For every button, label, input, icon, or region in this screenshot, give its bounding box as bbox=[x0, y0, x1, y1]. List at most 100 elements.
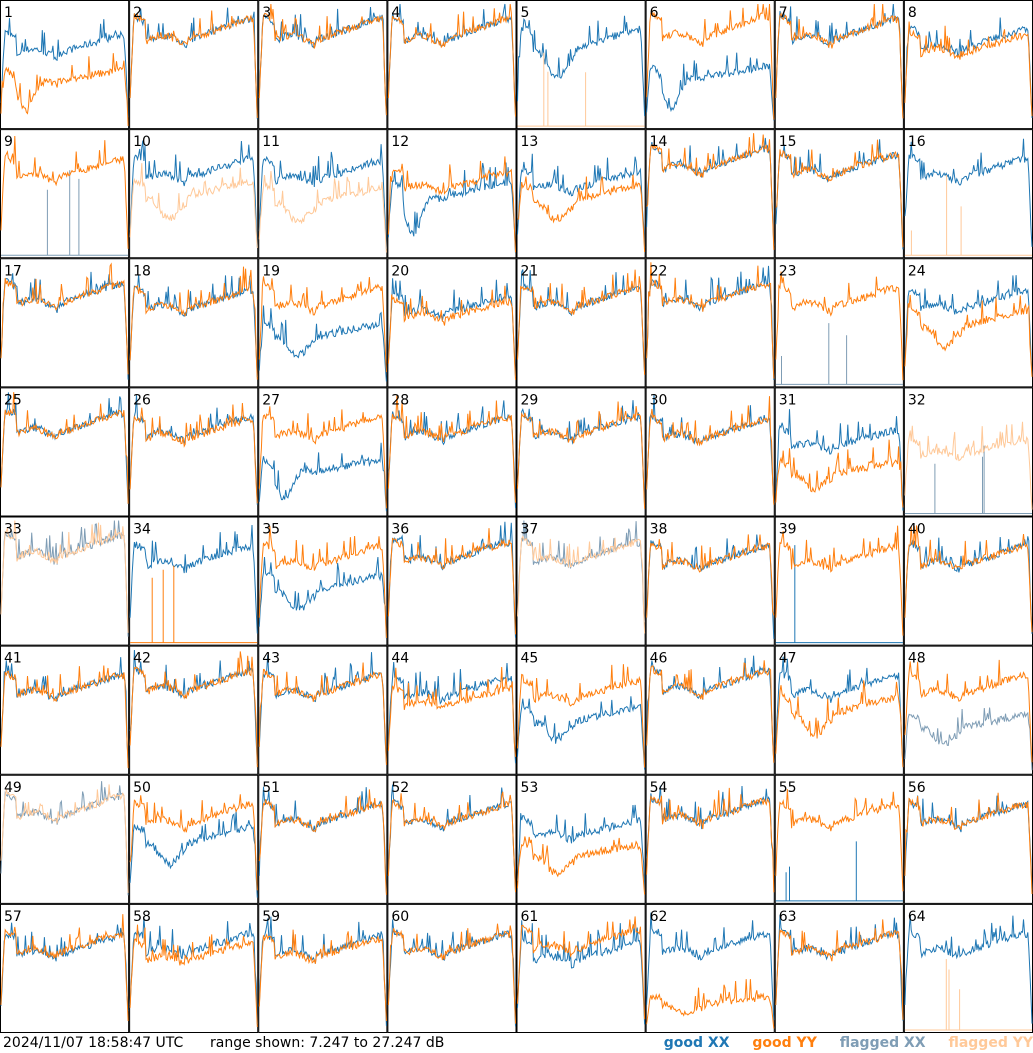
panel-40: 40 bbox=[903, 516, 1033, 646]
series-xx bbox=[646, 394, 775, 504]
series-yy bbox=[517, 269, 646, 375]
series-xx bbox=[0, 922, 129, 1012]
series-yy bbox=[775, 919, 904, 1020]
panel-frame bbox=[903, 258, 1033, 388]
series-xx bbox=[387, 784, 516, 892]
panel-43: 43 bbox=[258, 645, 388, 775]
panel-label: 27 bbox=[262, 392, 280, 408]
series-xx bbox=[904, 17, 1033, 118]
series-yy bbox=[129, 794, 258, 891]
panel-59: 59 bbox=[258, 903, 388, 1033]
panel-17: 17 bbox=[0, 258, 130, 388]
panel-label: 48 bbox=[908, 651, 926, 667]
panel-frame bbox=[0, 645, 130, 775]
panel-frame bbox=[387, 774, 517, 904]
panel-label: 28 bbox=[391, 392, 409, 408]
panel-label: 22 bbox=[650, 263, 668, 279]
panel-frame bbox=[129, 387, 259, 517]
panel-label: 18 bbox=[133, 263, 151, 279]
panel-frame bbox=[903, 129, 1033, 259]
panel-27: 27 bbox=[258, 387, 388, 517]
panel-29: 29 bbox=[516, 387, 646, 517]
series-yy bbox=[904, 959, 1032, 1031]
series-yy bbox=[258, 276, 387, 373]
panel-label: 6 bbox=[650, 5, 659, 21]
panel-62: 62 bbox=[645, 903, 775, 1033]
panel-63: 63 bbox=[774, 903, 904, 1033]
panel-label: 11 bbox=[262, 134, 280, 150]
panel-13: 13 bbox=[516, 129, 646, 259]
legend-good-yy: good YY bbox=[752, 1035, 817, 1051]
panel-frame bbox=[645, 774, 775, 904]
panel-11: 11 bbox=[258, 129, 388, 259]
series-yy bbox=[0, 392, 129, 504]
panel-23: 23 bbox=[774, 258, 904, 388]
panel-frame bbox=[774, 387, 904, 517]
series-yy bbox=[646, 660, 775, 763]
series-yy bbox=[129, 266, 258, 380]
series-yy bbox=[387, 666, 516, 757]
panel-label: 13 bbox=[521, 134, 539, 150]
panel-10: 10 bbox=[129, 129, 259, 259]
panel-label: 43 bbox=[262, 651, 280, 667]
panel-label: 14 bbox=[650, 134, 668, 150]
panel-label: 33 bbox=[4, 522, 22, 538]
series-yy bbox=[387, 528, 516, 635]
panel-label: 62 bbox=[650, 909, 668, 925]
panel-frame bbox=[645, 387, 775, 517]
panel-7: 7 bbox=[774, 0, 904, 130]
panel-frame bbox=[903, 0, 1033, 130]
series-yy bbox=[0, 262, 129, 375]
series-yy bbox=[0, 53, 129, 127]
panel-frame bbox=[0, 129, 130, 259]
panel-1: 1 bbox=[0, 0, 130, 130]
series-yy bbox=[258, 171, 387, 253]
legend-flagged-yy: flagged YY bbox=[948, 1035, 1033, 1051]
panel-label: 20 bbox=[391, 263, 409, 279]
panel-46: 46 bbox=[645, 645, 775, 775]
series-xx bbox=[646, 52, 775, 121]
series-yy bbox=[387, 791, 516, 893]
panel-frame bbox=[774, 516, 904, 646]
panel-45: 45 bbox=[516, 645, 646, 775]
footer: 2024/11/07 18:58:47 UTC range shown: 7.2… bbox=[0, 1033, 1033, 1053]
series-xx bbox=[1, 170, 129, 256]
panel-frame bbox=[903, 387, 1033, 517]
series-xx bbox=[646, 785, 775, 876]
legend: good XX good YY flagged XX flagged YY bbox=[646, 1033, 1033, 1053]
panel-53: 53 bbox=[516, 774, 646, 904]
panel-38: 38 bbox=[645, 516, 775, 646]
panel-frame bbox=[645, 258, 775, 388]
series-yy bbox=[775, 271, 904, 381]
panel-label: 45 bbox=[521, 651, 539, 667]
panel-label: 25 bbox=[4, 392, 22, 408]
series-xx bbox=[775, 409, 904, 511]
panel-label: 4 bbox=[391, 5, 400, 21]
series-xx bbox=[904, 138, 1033, 247]
series-xx bbox=[904, 707, 1033, 771]
panel-frame bbox=[516, 0, 646, 130]
panel-49: 49 bbox=[0, 774, 130, 904]
series-yy bbox=[517, 916, 646, 1020]
series-yy bbox=[258, 662, 387, 765]
panel-frame bbox=[0, 774, 130, 904]
panel-label: 37 bbox=[521, 522, 539, 538]
panel-label: 47 bbox=[779, 651, 797, 667]
panel-frame bbox=[387, 903, 517, 1033]
panel-42: 42 bbox=[129, 645, 259, 775]
panel-label: 21 bbox=[521, 263, 539, 279]
series-yy bbox=[258, 789, 387, 895]
series-yy bbox=[646, 979, 775, 1029]
series-xx bbox=[387, 521, 516, 638]
series-yy bbox=[904, 792, 1033, 895]
panel-label: 63 bbox=[779, 909, 797, 925]
panel-frame bbox=[903, 645, 1033, 775]
series-yy bbox=[517, 401, 646, 509]
series-yy bbox=[904, 525, 1033, 633]
series-yy bbox=[517, 174, 646, 253]
panel-33: 33 bbox=[0, 516, 130, 646]
panel-51: 51 bbox=[258, 774, 388, 904]
panel-label: 1 bbox=[4, 5, 13, 21]
legend-good-xx: good XX bbox=[663, 1035, 730, 1051]
range-text: range shown: 7.247 to 27.247 dB bbox=[210, 1035, 445, 1051]
